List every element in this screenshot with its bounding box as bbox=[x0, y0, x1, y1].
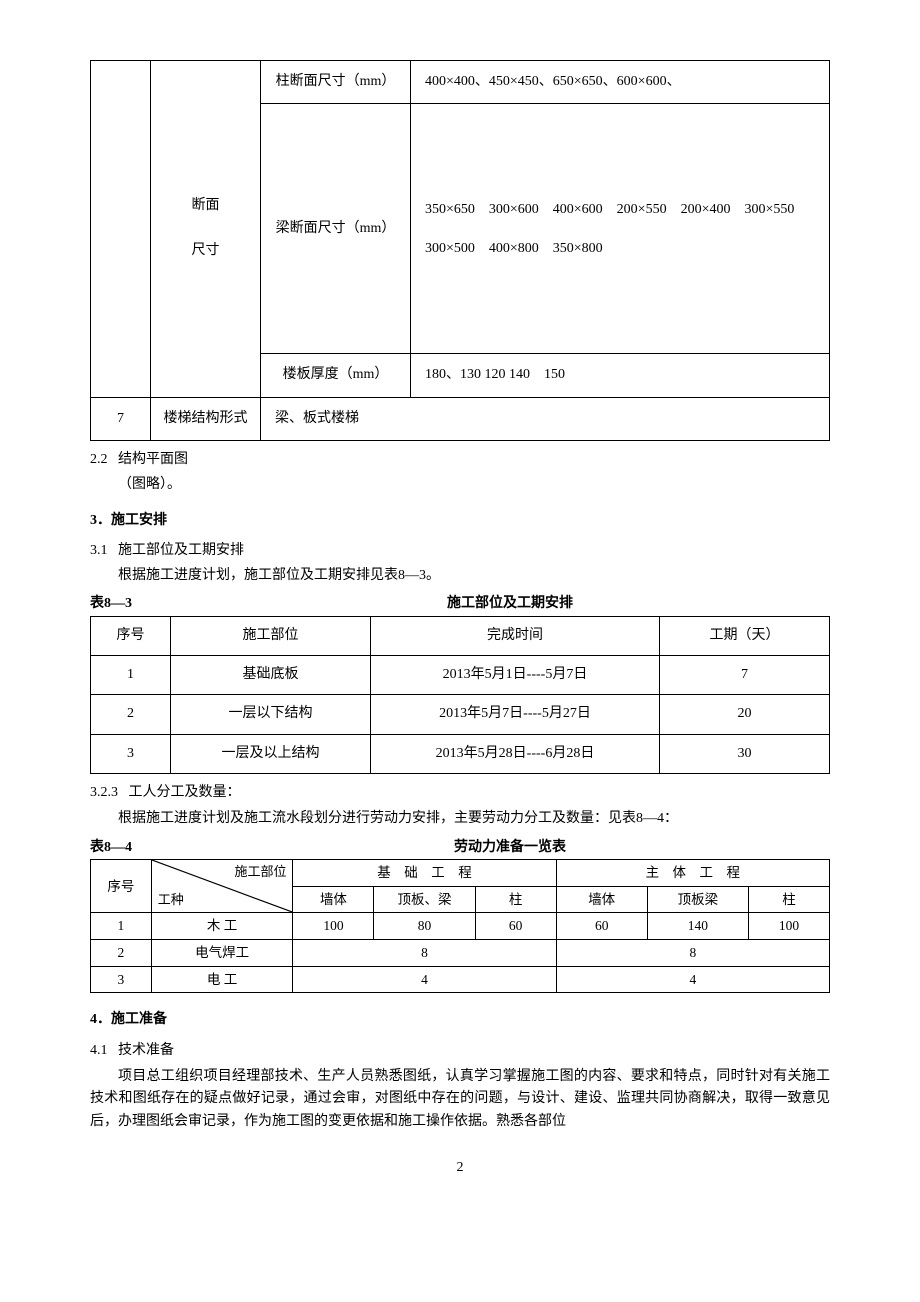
col-header: 工期（天） bbox=[660, 616, 830, 655]
cell: 20 bbox=[660, 695, 830, 734]
section-num: 3.1 bbox=[90, 543, 108, 558]
cell: 电气焊工 bbox=[151, 940, 293, 967]
cell: 80 bbox=[374, 913, 475, 940]
dimensions-table: 断面 尺寸 柱断面尺寸（mm） 400×400、450×450、650×650、… bbox=[90, 60, 830, 441]
section-title: 工人分工及数量： bbox=[129, 785, 241, 800]
cell-label: 柱断面尺寸（mm） bbox=[261, 61, 411, 104]
section-2-2: 2.2 结构平面图 bbox=[90, 449, 830, 471]
cell: 电 工 bbox=[151, 966, 293, 993]
diag-top-label: 施工部位 bbox=[234, 862, 286, 883]
section-4-title: 4．施工准备 bbox=[90, 1009, 830, 1031]
table-number: 表8—3 bbox=[90, 593, 190, 615]
cell: 一层以下结构 bbox=[171, 695, 371, 734]
section-num: 4.1 bbox=[90, 1043, 108, 1058]
cell: 100 bbox=[293, 913, 374, 940]
cell-value: 180、130 120 140 150 bbox=[411, 354, 830, 397]
col-subheader: 墙体 bbox=[556, 886, 647, 913]
table-row: 2 电气焊工 8 8 bbox=[91, 940, 830, 967]
col-subheader: 顶板、梁 bbox=[374, 886, 475, 913]
table-8-3-label: 表8—3 施工部位及工期安排 bbox=[90, 593, 830, 615]
cell-merged: 4 bbox=[293, 966, 556, 993]
cell: 1 bbox=[91, 913, 152, 940]
col-header: 施工部位 bbox=[171, 616, 371, 655]
table-title: 施工部位及工期安排 bbox=[190, 593, 830, 615]
section-3-2-3-body: 根据施工进度计划及施工流水段划分进行劳动力安排，主要劳动力分工及数量：见表8—4… bbox=[90, 808, 830, 830]
cell: 木 工 bbox=[151, 913, 293, 940]
schedule-table: 序号 施工部位 完成时间 工期（天） 1 基础底板 2013年5月1日----5… bbox=[90, 616, 830, 775]
col-header: 完成时间 bbox=[371, 616, 660, 655]
table-header-row: 序号 施工部位 完成时间 工期（天） bbox=[91, 616, 830, 655]
section-title: 结构平面图 bbox=[118, 452, 188, 467]
cell: 2013年5月7日----5月27日 bbox=[371, 695, 660, 734]
table-row: 断面 尺寸 柱断面尺寸（mm） 400×400、450×450、650×650、… bbox=[91, 61, 830, 104]
section-num: 2.2 bbox=[90, 452, 108, 467]
cell: 2013年5月1日----5月7日 bbox=[371, 655, 660, 694]
col-header-diagonal: 施工部位 工种 bbox=[151, 860, 293, 913]
section-3-2-3: 3.2.3 工人分工及数量： bbox=[90, 782, 830, 804]
cell: 一层及以上结构 bbox=[171, 734, 371, 773]
table-8-4-label: 表8—4 劳动力准备一览表 bbox=[90, 837, 830, 859]
cell: 3 bbox=[91, 966, 152, 993]
section-num: 3.2.3 bbox=[90, 785, 118, 800]
cell-num: 7 bbox=[91, 397, 151, 440]
table-row: 3 电 工 4 4 bbox=[91, 966, 830, 993]
table-row: 1 基础底板 2013年5月1日----5月7日 7 bbox=[91, 655, 830, 694]
col-header-seq: 序号 bbox=[91, 860, 152, 913]
diag-bot-label: 工种 bbox=[158, 890, 184, 911]
cell: 60 bbox=[556, 913, 647, 940]
page-number: 2 bbox=[90, 1157, 830, 1179]
cell-merged: 8 bbox=[293, 940, 556, 967]
section-title: 施工部位及工期安排 bbox=[118, 543, 244, 558]
table-row: 3 一层及以上结构 2013年5月28日----6月28日 30 bbox=[91, 734, 830, 773]
cell-value: 梁、板式楼梯 bbox=[261, 397, 830, 440]
col-subheader: 墙体 bbox=[293, 886, 374, 913]
cell-empty bbox=[91, 61, 151, 398]
section-3-title: 3．施工安排 bbox=[90, 510, 830, 532]
table-row: 1 木 工 100 80 60 60 140 100 bbox=[91, 913, 830, 940]
col-subheader: 柱 bbox=[748, 886, 829, 913]
cell: 2013年5月28日----6月28日 bbox=[371, 734, 660, 773]
section-3-1-body: 根据施工进度计划，施工部位及工期安排见表8—3。 bbox=[90, 565, 830, 587]
cell-label: 楼板厚度（mm） bbox=[261, 354, 411, 397]
table-row: 7 楼梯结构形式 梁、板式楼梯 bbox=[91, 397, 830, 440]
cell: 140 bbox=[647, 913, 748, 940]
section-2-2-body: （图略）。 bbox=[90, 474, 830, 496]
section-4-1: 4.1 技术准备 bbox=[90, 1040, 830, 1062]
table-row: 2 一层以下结构 2013年5月7日----5月27日 20 bbox=[91, 695, 830, 734]
section-4-1-body: 项目总工组织项目经理部技术、生产人员熟悉图纸，认真学习掌握施工图的内容、要求和特… bbox=[90, 1066, 830, 1133]
table-header-row: 序号 施工部位 工种 基 础 工 程 主 体 工 程 bbox=[91, 860, 830, 887]
table-number: 表8—4 bbox=[90, 837, 190, 859]
cell: 基础底板 bbox=[171, 655, 371, 694]
cell-label: 梁断面尺寸（mm） bbox=[261, 104, 411, 354]
labor-table: 序号 施工部位 工种 基 础 工 程 主 体 工 程 墙体 顶板、梁 柱 墙体 … bbox=[90, 859, 830, 993]
cell: 2 bbox=[91, 695, 171, 734]
cell-rowspan-label: 断面 尺寸 bbox=[151, 61, 261, 398]
cell-merged: 4 bbox=[556, 966, 829, 993]
table-title: 劳动力准备一览表 bbox=[190, 837, 830, 859]
cell: 2 bbox=[91, 940, 152, 967]
col-group-header: 基 础 工 程 bbox=[293, 860, 556, 887]
col-header: 序号 bbox=[91, 616, 171, 655]
cell: 3 bbox=[91, 734, 171, 773]
cell: 1 bbox=[91, 655, 171, 694]
col-subheader: 顶板梁 bbox=[647, 886, 748, 913]
section-3-1: 3.1 施工部位及工期安排 bbox=[90, 540, 830, 562]
cell: 60 bbox=[475, 913, 556, 940]
cell-value: 350×650 300×600 400×600 200×550 200×400 … bbox=[411, 104, 830, 354]
col-subheader: 柱 bbox=[475, 886, 556, 913]
cell-value: 400×400、450×450、650×650、600×600、 bbox=[411, 61, 830, 104]
cell-label: 楼梯结构形式 bbox=[151, 397, 261, 440]
cell: 100 bbox=[748, 913, 829, 940]
col-group-header: 主 体 工 程 bbox=[556, 860, 829, 887]
cell: 7 bbox=[660, 655, 830, 694]
cell-merged: 8 bbox=[556, 940, 829, 967]
cell: 30 bbox=[660, 734, 830, 773]
section-title: 技术准备 bbox=[118, 1043, 174, 1058]
